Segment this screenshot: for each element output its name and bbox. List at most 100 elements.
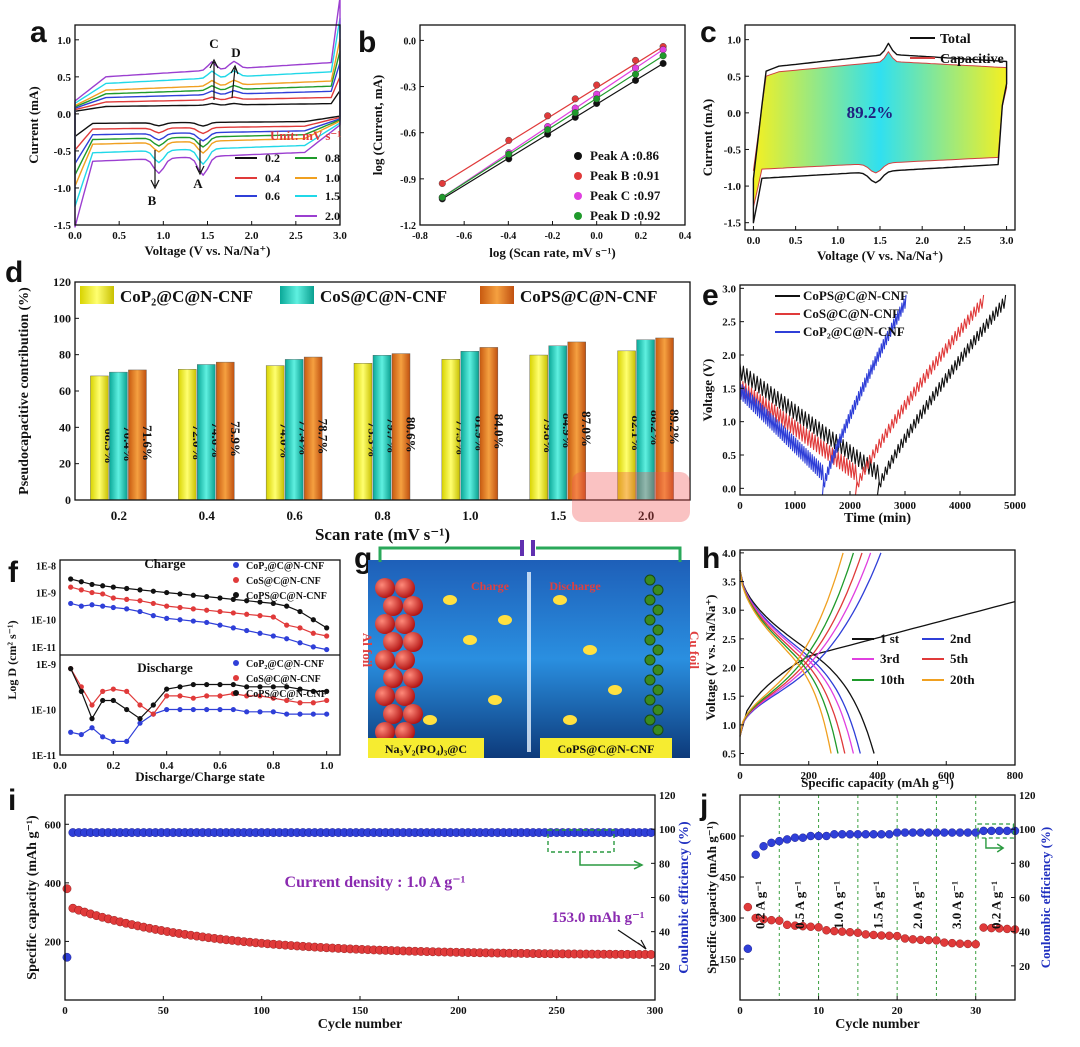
- plot-frame-e: [739, 284, 1016, 496]
- data-point: [137, 716, 143, 722]
- annotation-B: B: [148, 193, 157, 208]
- efficiency-point: [822, 831, 831, 841]
- legend-entry: CoPS@C@N-CNF: [246, 689, 327, 700]
- x-tick-label: 0.2: [106, 760, 120, 772]
- data-point: [297, 711, 303, 717]
- legend-marker: [233, 562, 239, 568]
- y-tick-label: 0.0: [722, 483, 736, 495]
- x-tick-label: 3000: [894, 500, 917, 512]
- annotation-C: C: [209, 36, 218, 51]
- efficiency-point: [62, 952, 72, 962]
- data-point: [164, 686, 170, 692]
- data-point: [137, 720, 143, 726]
- data-point: [89, 725, 95, 731]
- anode-particle: [644, 714, 656, 726]
- y-tick-label: 120: [659, 790, 676, 802]
- y-tick-label: 400: [45, 878, 62, 890]
- y-tick-label: -0.5: [54, 146, 72, 158]
- x-tick-label: 100: [253, 1005, 270, 1017]
- data-point: [284, 711, 290, 717]
- legend-marker: [574, 152, 582, 160]
- y-tick-label: 0.0: [404, 36, 417, 47]
- legend-entry: CoP₂@C@N-CNF: [246, 561, 324, 572]
- legend-entry: Total: [940, 32, 971, 47]
- data-point: [571, 95, 579, 103]
- y-tick-label: 1E-11: [32, 751, 56, 762]
- sodium-ion: [498, 615, 512, 625]
- y-tick-label: 20: [659, 961, 671, 973]
- y-axis-label: Voltage (V): [700, 359, 715, 422]
- y-tick-label: 80: [659, 858, 671, 870]
- cathode-particle: [403, 596, 423, 616]
- legend-swatch: [480, 286, 514, 304]
- data-point: [100, 603, 106, 609]
- cathode-particle: [375, 686, 395, 706]
- legend-entry: Peak A :0.86: [590, 148, 659, 163]
- data-point: [164, 589, 170, 596]
- data-point: [164, 693, 170, 699]
- data-point: [284, 636, 290, 642]
- legend-entry: 20th: [950, 672, 975, 687]
- x-tick-label: 2.0: [245, 230, 259, 242]
- y-tick-label: 60: [1019, 893, 1031, 905]
- cathode-particle: [403, 668, 423, 688]
- legend-entry: CoPS@C@N-CNF: [520, 287, 657, 306]
- legend-entry: CoS@C@N-CNF: [320, 287, 447, 306]
- y-tick-label: 0: [65, 493, 71, 507]
- capacity-point: [892, 931, 902, 941]
- x-tick-label: 10: [813, 1005, 825, 1017]
- data-point: [217, 693, 223, 699]
- x-axis-label: Scan rate (mV s⁻¹): [315, 525, 450, 544]
- data-point: [438, 193, 446, 201]
- x-tick-label: 800: [1007, 770, 1024, 782]
- data-point: [270, 633, 276, 639]
- y-axis-label-right: Coulombic efficiency (%): [677, 821, 692, 974]
- y-tick-label: 60: [659, 893, 671, 905]
- y-tick-label: 80: [59, 348, 71, 362]
- capacity-point: [971, 940, 980, 949]
- legend-entry: 1.5: [325, 189, 340, 203]
- discharge-curve: [739, 569, 855, 754]
- data-point: [190, 606, 196, 612]
- data-point: [270, 600, 276, 607]
- x-tick-label: 0: [737, 1005, 743, 1017]
- data-point: [190, 618, 196, 624]
- x-tick-label: 2.0: [638, 508, 654, 523]
- data-point: [164, 706, 170, 713]
- y-tick-label: 120: [53, 275, 71, 289]
- data-point: [100, 688, 106, 694]
- data-point: [310, 617, 316, 623]
- x-tick-label: 1.0: [462, 508, 478, 523]
- rate-label: 3.0 A g⁻¹: [949, 881, 964, 929]
- cathode-particle: [403, 704, 423, 724]
- cathode-particle: [395, 614, 415, 634]
- data-point: [78, 587, 84, 593]
- legend-entry: Capacitive: [940, 52, 1004, 67]
- y-tick-label: 1E-11: [32, 643, 56, 654]
- cathode-particle: [375, 650, 395, 670]
- x-axis-label: log (Scan rate, mV s⁻¹): [489, 245, 615, 260]
- data-point: [297, 608, 303, 615]
- efficiency-point: [853, 830, 863, 839]
- y-tick-label: 40: [1019, 927, 1031, 939]
- data-point: [217, 681, 223, 688]
- data-point: [284, 684, 290, 690]
- data-point: [100, 591, 106, 597]
- cathode-particle: [395, 650, 415, 670]
- data-point: [150, 588, 156, 594]
- capacity-point: [782, 920, 792, 930]
- data-point: [217, 622, 223, 628]
- x-tick-label: 250: [548, 1005, 565, 1017]
- data-point: [137, 598, 143, 604]
- data-point: [204, 681, 210, 688]
- data-point: [89, 602, 95, 608]
- legend-entry: 5th: [950, 651, 969, 666]
- arrow-A: [195, 140, 205, 176]
- capacity-point: [955, 939, 965, 948]
- efficiency-point: [987, 826, 996, 836]
- capacity-point: [62, 884, 72, 894]
- x-tick-label: 1.0: [831, 235, 845, 247]
- data-point: [297, 625, 303, 631]
- current-density-annotation: Current density : 1.0 A g⁻¹: [285, 874, 466, 891]
- y-tick-label: 4.0: [722, 548, 736, 560]
